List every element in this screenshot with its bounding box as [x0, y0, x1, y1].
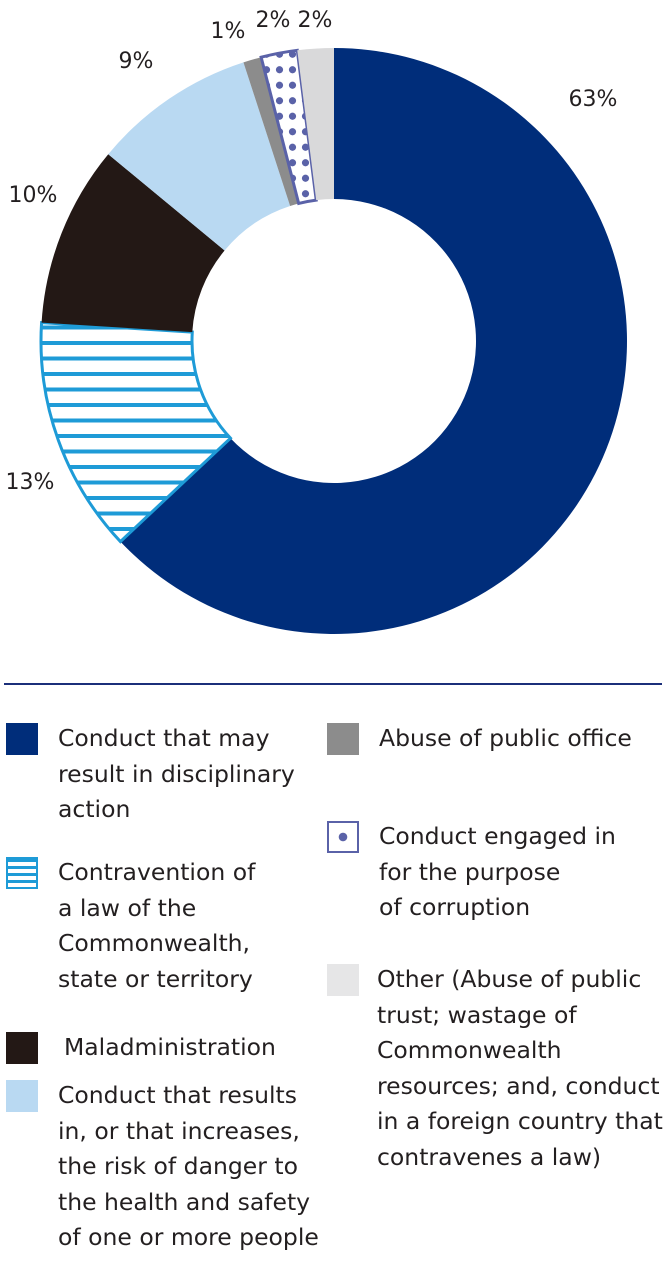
legend-label-contravention: Contravention of a law of the Commonweal…	[58, 858, 256, 993]
slice-corruption	[259, 48, 318, 206]
legend-label-disciplinary: Conduct that may result in disciplinary …	[58, 724, 295, 823]
legend-divider	[4, 683, 662, 685]
legend-item-corruption: Conduct engaged in for the purpose of co…	[327, 819, 616, 926]
legend-swatch-disciplinary	[6, 723, 38, 755]
pct-label-corruption: 2%	[256, 8, 291, 33]
legend-label-health-safety: Conduct that results in, or that increas…	[58, 1081, 319, 1251]
pct-label-contravention: 13%	[6, 470, 55, 495]
legend-label-corruption: Conduct engaged in for the purpose of co…	[379, 822, 616, 921]
slice-contravention	[39, 321, 233, 544]
pct-label-maladministration: 10%	[9, 183, 58, 208]
legend-swatch-other	[327, 964, 359, 996]
legend-label-maladministration: Maladministration	[64, 1033, 276, 1061]
legend-swatch-health-safety	[6, 1080, 38, 1112]
donut-chart: 63% 13% 10% 9% 1% 2% 2%	[6, 8, 627, 634]
legend-item-abuse-office: Abuse of public office	[327, 721, 632, 757]
slice-maladministration	[41, 154, 225, 333]
legend-item-maladministration: Maladministration	[6, 1030, 276, 1066]
slice-abuse-office	[243, 57, 299, 206]
legend-item-contravention: Contravention of a law of the Commonweal…	[6, 855, 255, 997]
legend-label-abuse-office: Abuse of public office	[379, 724, 632, 752]
legend-swatch-maladministration	[6, 1032, 38, 1064]
legend-item-other: Other (Abuse of public trust; wastage of…	[327, 962, 663, 1175]
pct-label-other: 2%	[298, 8, 333, 33]
legend-item-disciplinary: Conduct that may result in disciplinary …	[6, 721, 295, 828]
pct-label-disciplinary: 63%	[569, 87, 618, 112]
slice-other	[297, 48, 334, 201]
legend-swatch-abuse-office	[327, 723, 359, 755]
legend-item-health-safety: Conduct that results in, or that increas…	[6, 1078, 319, 1256]
slice-disciplinary	[120, 48, 627, 634]
pct-label-abuse-office: 1%	[211, 19, 246, 44]
pct-label-health-safety: 9%	[119, 49, 154, 74]
slice-health-safety	[108, 62, 291, 251]
legend-swatch-contravention	[6, 857, 38, 889]
legend-label-other: Other (Abuse of public trust; wastage of…	[377, 965, 663, 1171]
legend-swatch-corruption	[327, 821, 359, 853]
